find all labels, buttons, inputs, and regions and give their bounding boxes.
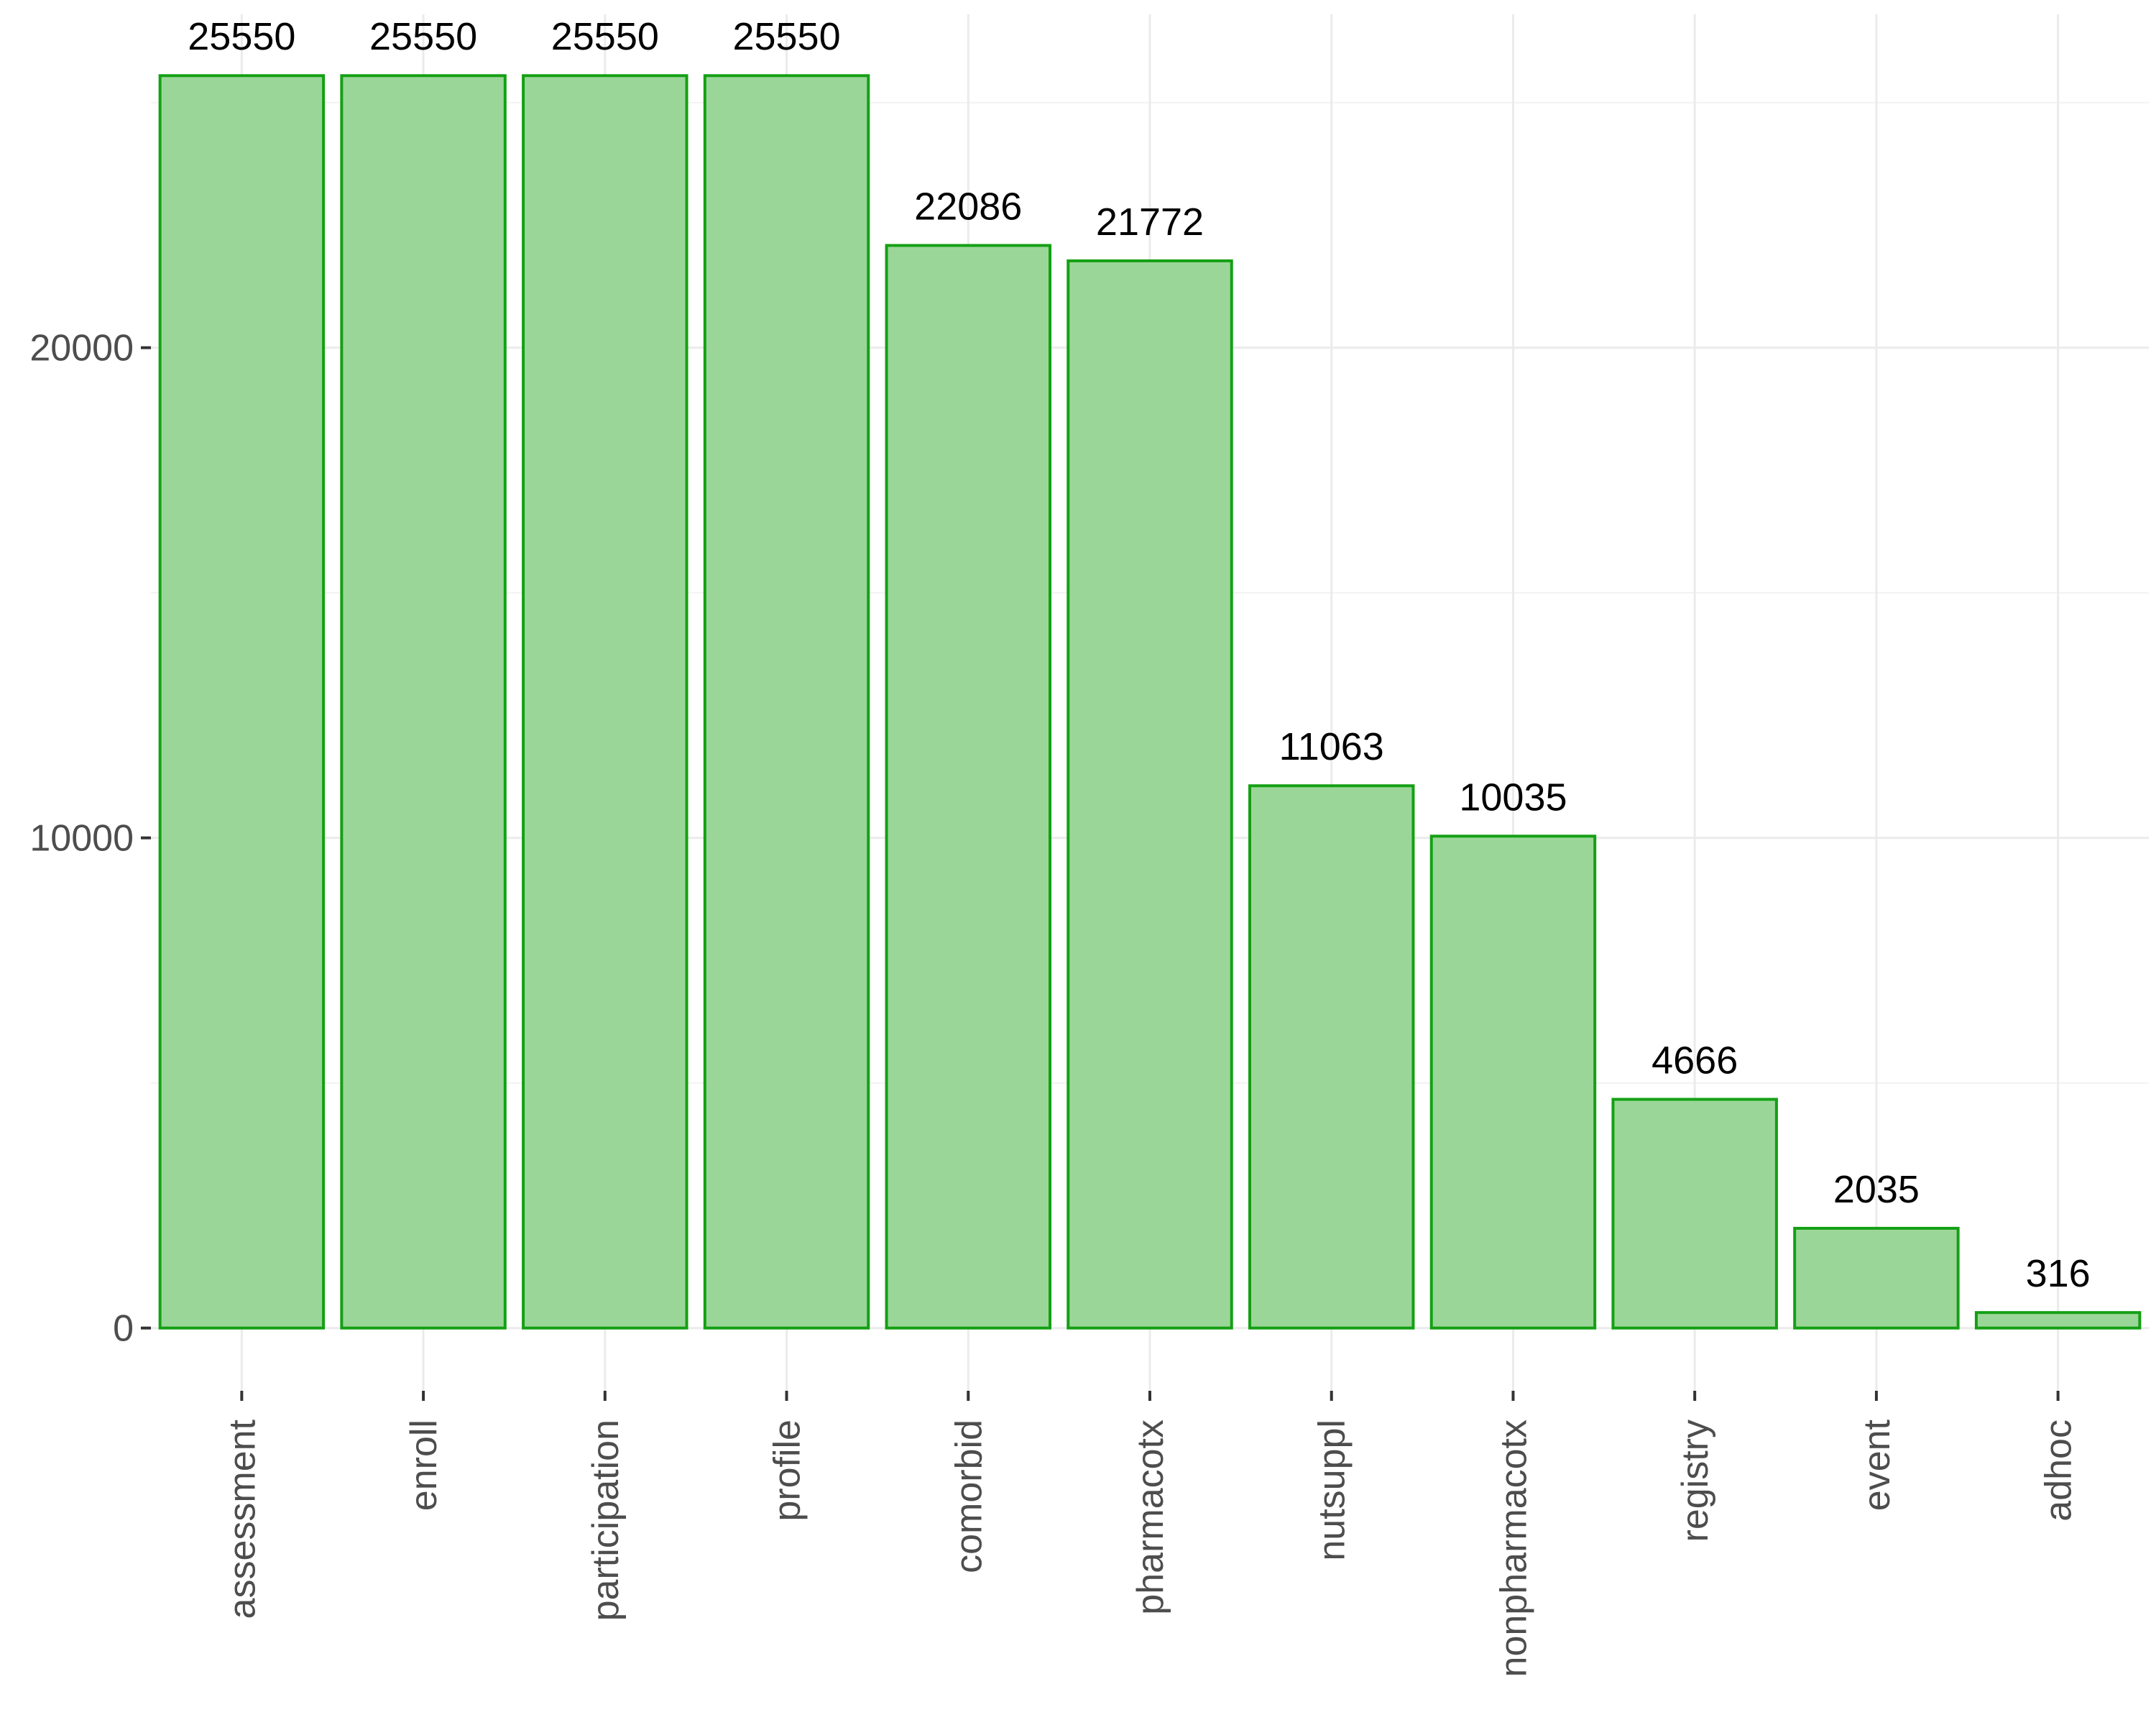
bar-enroll <box>340 74 507 1330</box>
bar-event <box>1793 1226 1960 1330</box>
bar-assessment <box>158 74 326 1330</box>
data-label-profile: 25550 <box>732 15 840 58</box>
x-tick-label-comorbid: comorbid <box>948 1420 990 1573</box>
y-tick-label: 0 <box>113 1308 134 1350</box>
x-axis: assessment enroll participation profile como… <box>221 1391 2080 1677</box>
y-axis: 0 10000 20000 <box>29 328 151 1350</box>
bar-comorbid <box>885 244 1051 1330</box>
data-label-participation: 25550 <box>551 15 659 58</box>
bar-registry <box>1611 1098 1778 1330</box>
data-label-nutsuppl: 11063 <box>1279 725 1384 768</box>
x-tick-label-nonpharmacotx: nonpharmacotx <box>1493 1420 1534 1677</box>
data-label-pharmacotx: 21772 <box>1096 201 1204 244</box>
data-label-nonpharmacotx: 10035 <box>1459 776 1567 819</box>
x-tick-label-profile: profile <box>767 1420 808 1522</box>
y-tick-label: 10000 <box>29 818 134 860</box>
x-tick-label-enroll: enroll <box>403 1420 445 1511</box>
bar-profile <box>703 74 870 1330</box>
data-label-enroll: 25550 <box>369 15 477 58</box>
bar-adhoc <box>1974 1311 2142 1330</box>
y-tick-label: 20000 <box>29 328 134 369</box>
data-labels: 25550 25550 25550 25550 22086 21772 11063 10035… <box>188 15 2090 1295</box>
data-label-comorbid: 22086 <box>914 185 1022 228</box>
bar-nonpharmacotx <box>1429 834 1597 1330</box>
data-label-adhoc: 316 <box>2026 1252 2091 1295</box>
bar-pharmacotx <box>1067 259 1233 1330</box>
x-tick-label-assessment: assessment <box>221 1419 263 1619</box>
x-tick-label-pharmacotx: pharmacotx <box>1130 1420 1171 1615</box>
x-tick-label-nutsuppl: nutsuppl <box>1312 1420 1353 1561</box>
data-label-event: 2035 <box>1833 1168 1920 1211</box>
x-tick-label-registry: registry <box>1674 1420 1716 1542</box>
data-label-registry: 4666 <box>1651 1039 1738 1082</box>
bar-nutsuppl <box>1248 784 1415 1330</box>
data-label-assessment: 25550 <box>188 15 295 58</box>
bar-participation <box>522 74 688 1330</box>
x-tick-label-participation: participation <box>585 1420 627 1621</box>
x-tick-label-adhoc: adhoc <box>2038 1420 2080 1522</box>
bars <box>158 74 2142 1330</box>
x-tick-label-event: event <box>1856 1419 1898 1511</box>
